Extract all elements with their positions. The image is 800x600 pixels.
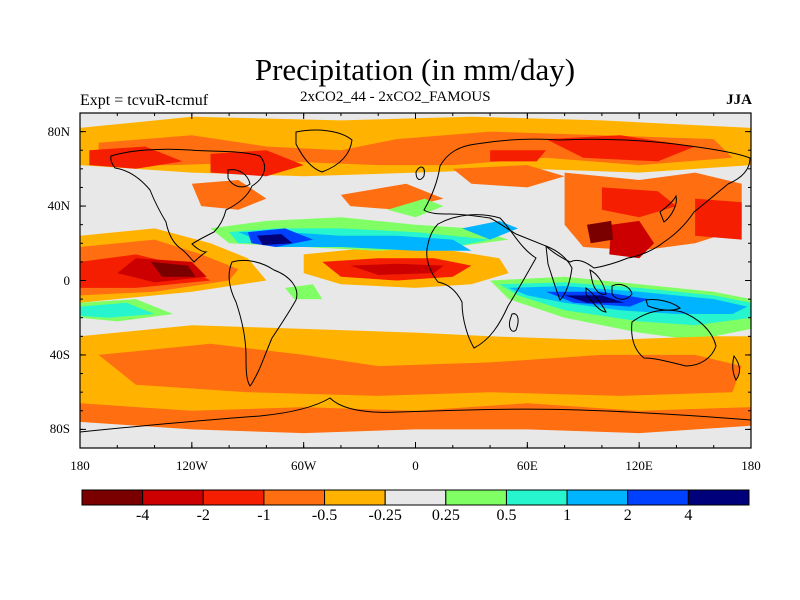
precip-region-11 [695, 198, 742, 240]
precip-region-8 [452, 165, 565, 188]
colorbar-label: -0.25 [368, 507, 402, 524]
lon-tick-label: 0 [412, 458, 419, 473]
colorbar-box [324, 489, 386, 506]
colorbar-label: 4 [684, 507, 693, 524]
coastline-borneo [611, 283, 633, 300]
coastline-africa [426, 214, 537, 349]
coastline-new-guinea [645, 299, 681, 311]
colorbar-box [505, 489, 568, 506]
lat-tick-label: 0 [63, 272, 71, 288]
precip-region-36 [285, 284, 323, 300]
colorbar-box [384, 489, 447, 506]
colorbar-box [687, 489, 750, 506]
colorbar-box [142, 489, 204, 506]
lat-tick-label: 80N [47, 123, 70, 139]
coastline-australia [631, 309, 717, 367]
coastline-sumatra [585, 286, 607, 313]
coastline-uk [415, 166, 425, 180]
coastline-southeast-asia [589, 269, 607, 295]
plot-title: Precipitation (in mm/day) [254, 52, 576, 87]
precip-region-18 [150, 261, 196, 277]
precip-region-33 [564, 295, 625, 303]
lon-tick-label: 60W [291, 458, 317, 473]
colorbar-label: -1 [257, 507, 271, 524]
lon-tick-label: 120W [175, 458, 208, 473]
lat-tick-label: 40N [47, 198, 70, 214]
difference-label: 2xCO2_44 - 2xCO2_FAMOUS [300, 89, 491, 105]
colorbar-label: 1 [563, 507, 572, 524]
colorbar-label: -0.5 [311, 507, 338, 524]
coastline-hudson-bay [227, 169, 251, 188]
colorbar-label: -2 [196, 507, 210, 524]
lat-tick-label: 40S [49, 346, 70, 362]
coastline-madagascar [509, 313, 519, 332]
precipitation-field [80, 113, 751, 448]
precip-region-5 [490, 150, 546, 162]
lat-tick-label: 80S [49, 421, 70, 437]
precip-region-26 [257, 234, 293, 246]
precip-region-39 [80, 403, 751, 434]
colorbar-box [627, 489, 689, 506]
coastline-antarctica [80, 397, 751, 433]
coastline-greenland [295, 129, 353, 173]
colorbar-label: -4 [135, 507, 150, 524]
precip-region-28 [462, 220, 518, 240]
colorbar-box [202, 489, 265, 506]
coastline-new-zealand [732, 354, 741, 381]
precip-region-13 [587, 220, 614, 244]
coastline-japan [659, 194, 677, 223]
precip-region-12 [609, 220, 655, 259]
colorbar-box [445, 489, 507, 506]
experiment-label: Expt = tcvuR-tcmuf [80, 92, 209, 109]
lon-tick-label: 180 [70, 458, 90, 473]
colorbar-label: 2 [623, 507, 632, 524]
lon-tick-label: 60E [516, 458, 538, 473]
colorbar-label: 0.25 [431, 507, 460, 524]
lon-tick-label: 180 [741, 458, 761, 473]
precip-region-38 [98, 343, 742, 396]
coastline-north-america [110, 148, 265, 263]
precip-region-21 [350, 263, 444, 275]
precip-region-10 [601, 187, 677, 218]
precip-region-27 [387, 198, 444, 218]
lon-tick-label: 120E [625, 458, 653, 473]
precip-region-6 [191, 180, 267, 210]
colorbar [81, 489, 750, 506]
precip-region-35 [80, 302, 155, 318]
colorbar-box [81, 489, 144, 506]
colorbar-box [566, 489, 629, 506]
season-label: JJA [726, 92, 752, 108]
axis-ticks [79, 112, 752, 449]
coastline-south-america [228, 259, 298, 387]
colorbar-label: 0.5 [496, 507, 517, 524]
colorbar-box [263, 489, 326, 506]
coastline-india [545, 245, 573, 301]
coastlines [80, 129, 751, 433]
coastline-eurasia [423, 138, 751, 269]
